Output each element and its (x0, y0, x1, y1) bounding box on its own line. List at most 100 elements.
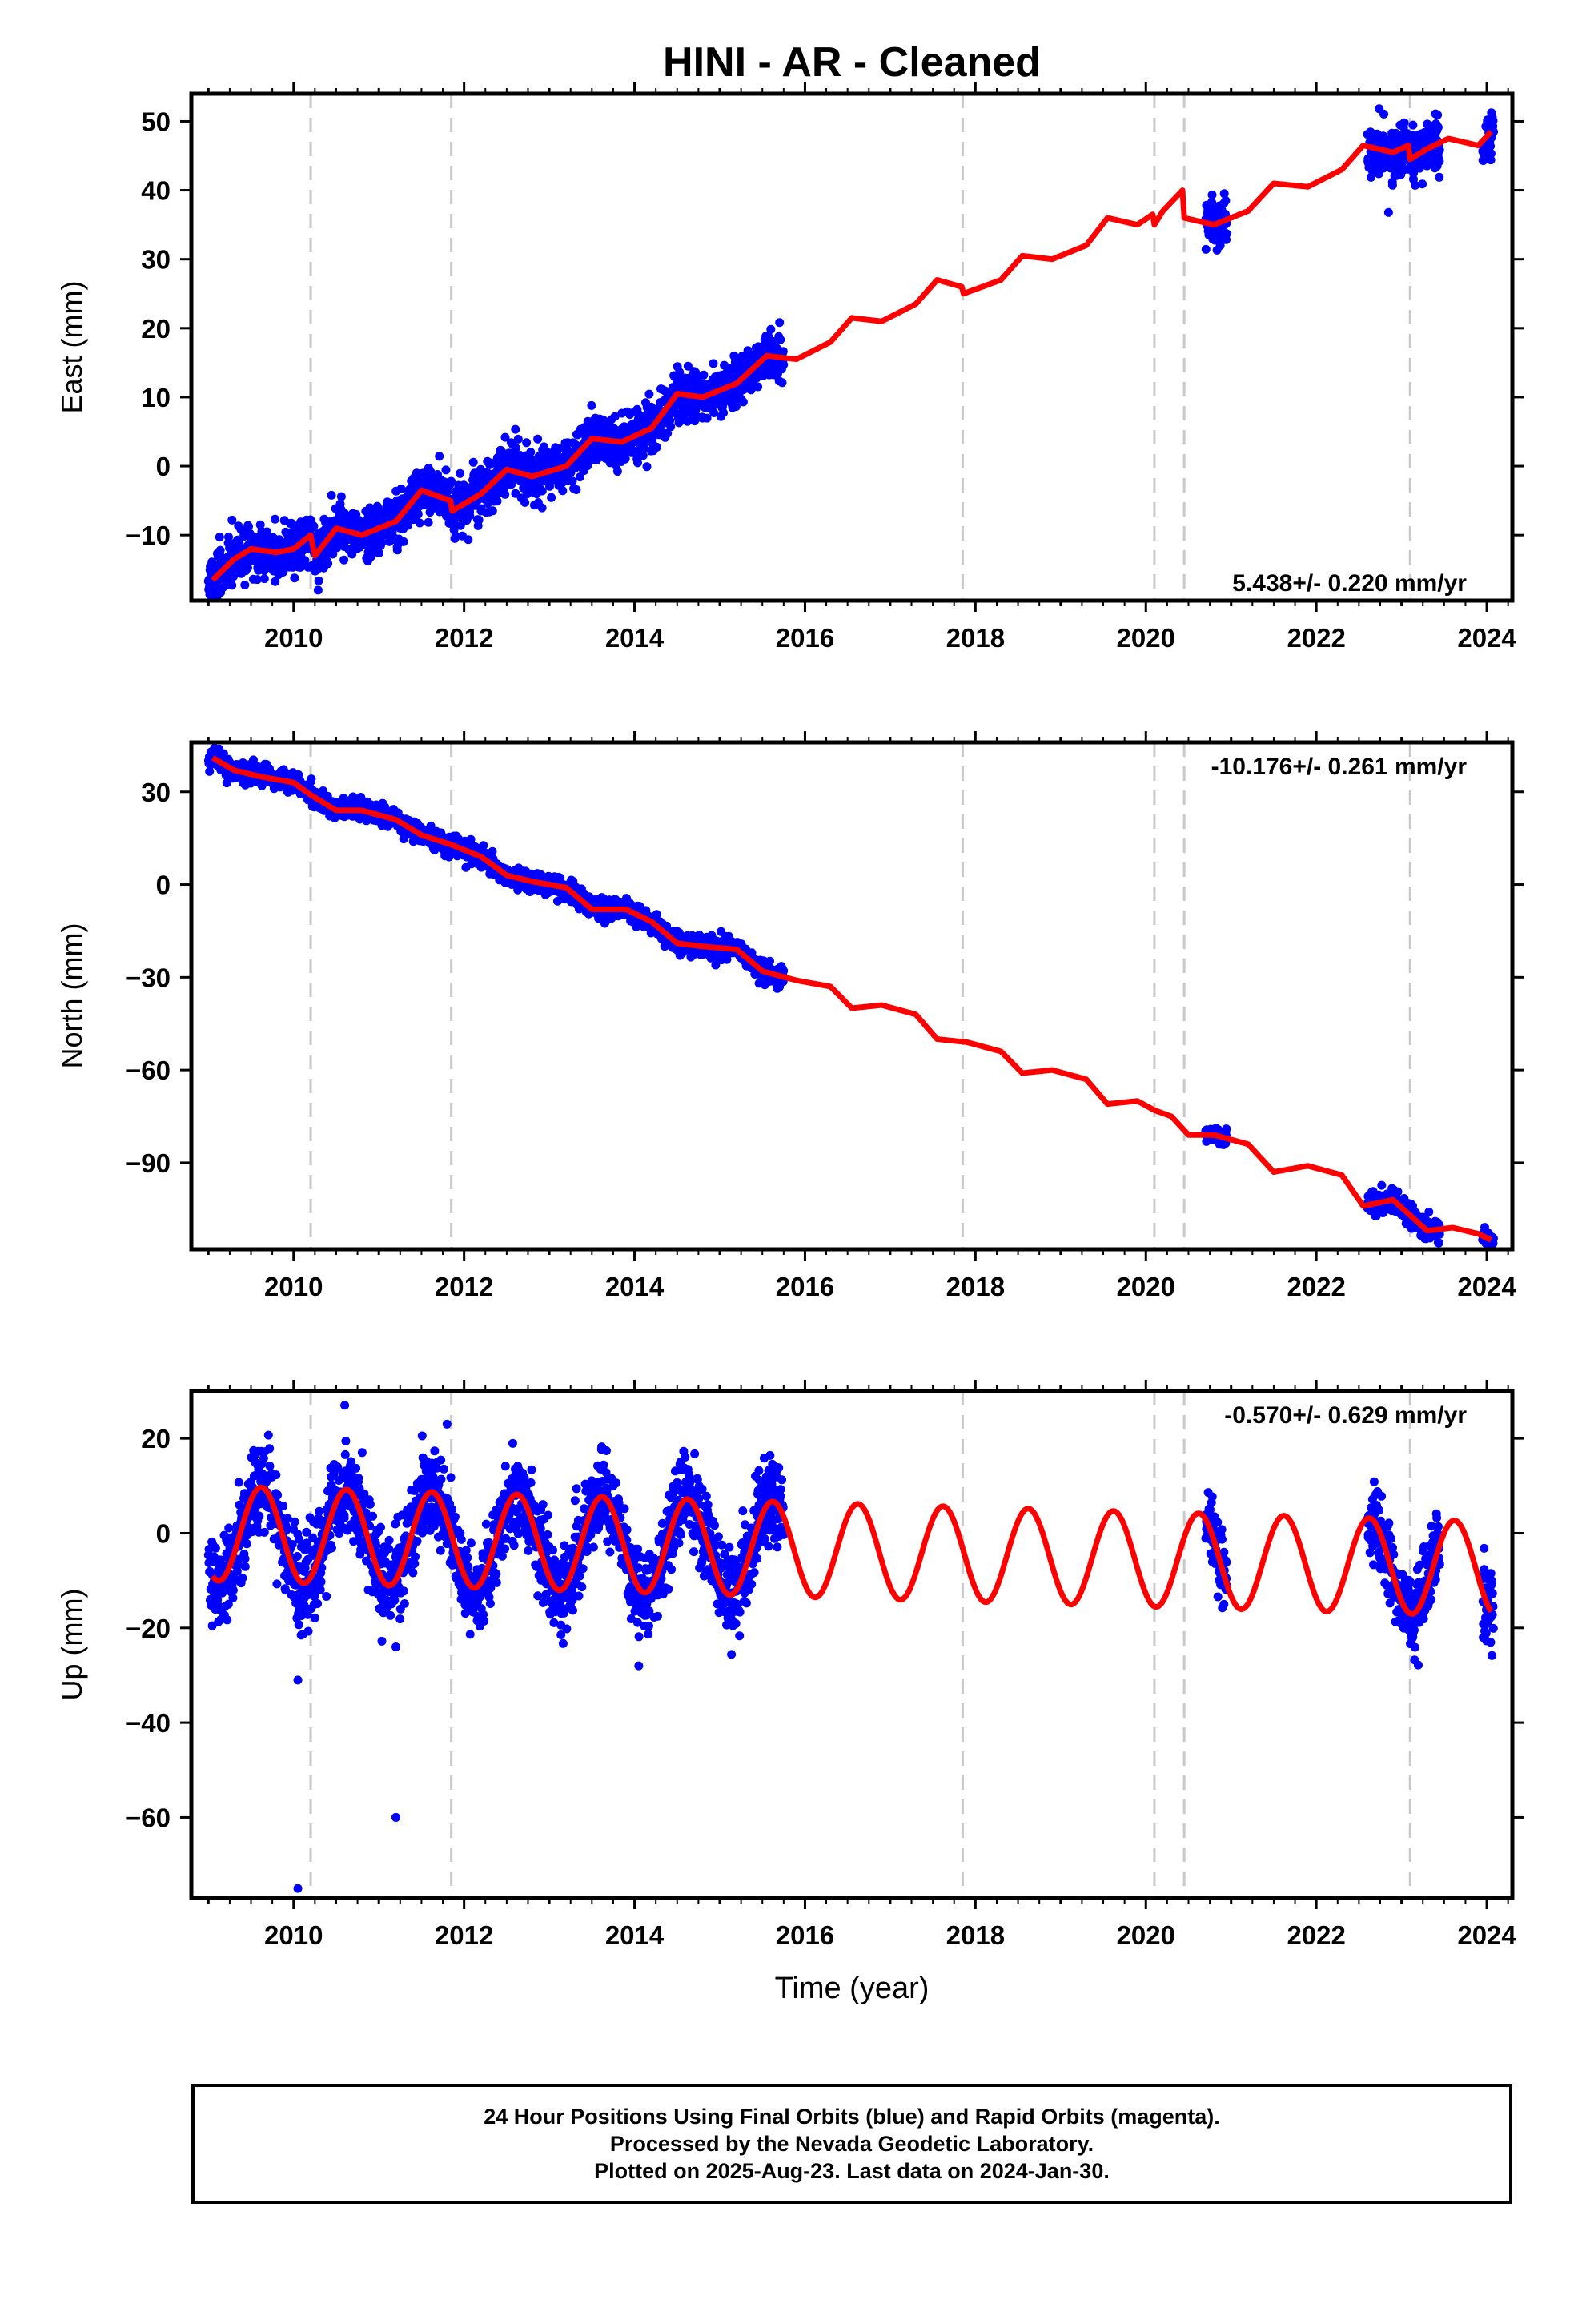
x-tick-label: 2010 (264, 1272, 323, 1301)
data-point (240, 1554, 250, 1563)
data-point (500, 432, 510, 442)
data-point (610, 412, 620, 421)
data-point (399, 537, 408, 546)
data-point (452, 532, 461, 541)
data-point (224, 1523, 234, 1533)
data-point (1222, 229, 1231, 239)
data-point (424, 517, 433, 527)
data-point (663, 428, 673, 438)
data-point (252, 575, 262, 585)
velocity-annotation: -10.176+/- 0.261 mm/yr (1211, 754, 1468, 780)
x-tick-label: 2022 (1287, 623, 1345, 653)
data-point (533, 434, 543, 444)
data-point (766, 324, 776, 334)
data-point (492, 497, 502, 506)
data-point (271, 514, 279, 524)
data-point (500, 489, 510, 499)
data-point (1433, 111, 1443, 119)
data-point (1387, 180, 1397, 190)
data-point (456, 468, 465, 478)
data-point (464, 535, 473, 545)
data-point (229, 572, 239, 581)
data-point (290, 573, 299, 583)
data-point (1201, 244, 1211, 254)
data-point (1486, 149, 1496, 159)
x-tick-label: 2020 (1117, 623, 1175, 653)
y-tick-label: −60 (126, 1055, 171, 1085)
data-point (243, 563, 252, 573)
x-tick-label: 2024 (1457, 1272, 1516, 1301)
data-point (1408, 120, 1418, 130)
data-point (587, 400, 596, 410)
data-point (313, 585, 323, 595)
x-tick-label: 2010 (264, 623, 323, 653)
data-point (403, 521, 412, 530)
data-point (456, 521, 465, 530)
data-point (396, 484, 406, 493)
data-point (224, 533, 233, 541)
data-point (1434, 1238, 1443, 1248)
data-point (447, 476, 456, 486)
data-point (511, 489, 520, 498)
x-tick-label: 2012 (435, 623, 493, 653)
data-point (666, 422, 676, 432)
y-tick-label: 40 (141, 176, 171, 206)
data-points (203, 104, 1498, 601)
data-point (307, 774, 316, 784)
data-point (227, 581, 237, 590)
y-tick-label: 50 (141, 107, 171, 136)
data-point (612, 467, 622, 476)
data-point (271, 577, 280, 586)
data-point (347, 549, 357, 559)
up-panel: 2010 2012 2014 2016 2018 2020 2022 2024−60−40−2… (55, 1380, 1524, 1950)
data-point (1222, 1124, 1231, 1134)
y-tick-label: −30 (126, 963, 171, 992)
data-point (240, 1562, 250, 1571)
data-point (327, 490, 336, 500)
data-point (255, 520, 265, 529)
data-point (642, 462, 652, 472)
y-tick-label: 0 (156, 452, 171, 481)
data-point (377, 537, 387, 547)
data-point (240, 581, 250, 589)
data-point (465, 511, 475, 521)
data-point (778, 347, 788, 356)
y-axis-label: East (mm) (55, 281, 88, 414)
data-point (300, 556, 310, 565)
data-point (583, 461, 592, 471)
x-tick-label: 2016 (776, 1272, 834, 1301)
data-point (1424, 1207, 1434, 1216)
data-point (753, 382, 763, 392)
data-point (323, 559, 333, 569)
x-tick-label: 2014 (605, 1272, 665, 1301)
data-point (1399, 118, 1409, 127)
data-point (699, 370, 709, 380)
data-point (520, 497, 530, 507)
y-tick-label: −90 (126, 1148, 171, 1178)
data-point (443, 487, 452, 497)
x-tick-label: 2020 (1117, 1272, 1175, 1301)
data-point (526, 448, 536, 457)
data-point (468, 457, 478, 467)
x-tick-label: 2018 (946, 623, 1005, 653)
data-point (374, 549, 383, 558)
data-point (620, 454, 630, 464)
data-point (558, 486, 568, 496)
data-point (1488, 116, 1498, 126)
data-point (413, 509, 423, 519)
y-tick-label: 0 (156, 870, 171, 900)
data-point (545, 481, 554, 491)
data-point (776, 335, 785, 344)
data-point (1207, 190, 1217, 199)
data-point (211, 1543, 220, 1553)
data-point (1435, 172, 1444, 182)
data-point (1221, 196, 1231, 205)
data-point (511, 424, 520, 434)
data-point (719, 408, 729, 417)
data-point (537, 486, 547, 496)
data-point (309, 521, 319, 531)
data-point (228, 1594, 238, 1602)
data-point (775, 318, 785, 328)
data-point (441, 465, 451, 475)
